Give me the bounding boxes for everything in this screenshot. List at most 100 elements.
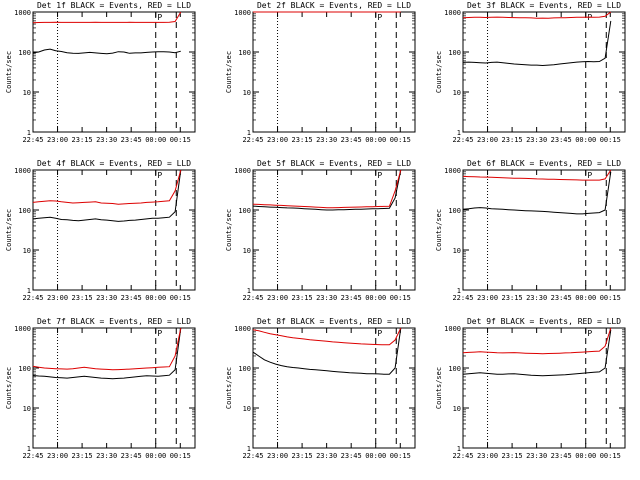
- y-tick-label: 1: [247, 445, 251, 453]
- y-axis-label: Counts/sec: [5, 367, 13, 409]
- x-tick-label: 00:15: [600, 452, 621, 460]
- x-tick-label: 23:30: [526, 294, 547, 302]
- x-tick-label: 23:00: [47, 452, 68, 460]
- events-series-line: [252, 169, 402, 211]
- events-series-line: [32, 327, 182, 380]
- x-tick-label: 23:45: [551, 452, 572, 460]
- y-tick-label: 10: [243, 247, 251, 255]
- y-tick-label: 100: [448, 49, 461, 57]
- x-tick-label: 23:30: [526, 136, 547, 144]
- x-tick-label: 23:30: [526, 452, 547, 460]
- y-tick-label: 100: [448, 365, 461, 373]
- panel-1: Det 1f BLACK = Events, RED = LLD Counts/s…: [5, 1, 196, 144]
- x-tick-label: 23:15: [72, 452, 93, 460]
- x-tick-label: 22:45: [242, 136, 263, 144]
- x-tick-label: 00:00: [365, 452, 386, 460]
- x-tick-label: 00:15: [390, 294, 411, 302]
- events-series-line: [32, 169, 182, 222]
- x-tick-label: 23:15: [502, 452, 523, 460]
- lld-series-line: [252, 169, 402, 209]
- x-tick-label: 23:45: [341, 136, 362, 144]
- y-tick-label: 100: [238, 365, 251, 373]
- y-tick-label: 10: [243, 405, 251, 413]
- y-axis-label: Counts/sec: [225, 51, 233, 93]
- x-tick-label: 00:00: [575, 452, 596, 460]
- y-tick-label: 100: [448, 207, 461, 215]
- y-tick-label: 1000: [234, 9, 251, 17]
- marker-p-label: P: [377, 13, 382, 22]
- y-tick-label: 1000: [444, 325, 461, 333]
- y-tick-label: 1: [27, 287, 31, 295]
- x-tick-label: 23:15: [292, 136, 313, 144]
- x-tick-label: 00:15: [170, 294, 191, 302]
- y-tick-label: 10: [453, 405, 461, 413]
- y-tick-label: 100: [18, 365, 31, 373]
- x-tick-label: 23:45: [121, 452, 142, 460]
- lld-series-line: [462, 11, 612, 19]
- x-tick-label: 00:00: [145, 452, 166, 460]
- x-tick-label: 00:15: [390, 136, 411, 144]
- plot-frame: [462, 327, 626, 449]
- x-tick-label: 00:15: [170, 452, 191, 460]
- x-tick-label: 23:15: [502, 294, 523, 302]
- panel-7: Det 7f BLACK = Events, RED = LLD Counts/s…: [5, 317, 196, 460]
- panel-4: Det 4f BLACK = Events, RED = LLD Counts/s…: [5, 159, 196, 302]
- x-tick-label: 22:45: [22, 136, 43, 144]
- y-axis-label: Counts/sec: [435, 51, 443, 93]
- y-tick-label: 100: [18, 207, 31, 215]
- events-series-line: [32, 48, 181, 55]
- x-tick-label: 23:30: [96, 294, 117, 302]
- y-tick-label: 10: [453, 89, 461, 97]
- events-series-line: [462, 20, 612, 67]
- y-tick-label: 1000: [444, 9, 461, 17]
- y-tick-label: 10: [23, 405, 31, 413]
- panel-title: Det 9f BLACK = Events, RED = LLD: [467, 317, 621, 326]
- x-tick-label: 00:00: [145, 136, 166, 144]
- y-tick-label: 10: [23, 89, 31, 97]
- events-series-line: [462, 329, 612, 377]
- x-tick-label: 23:45: [551, 136, 572, 144]
- panel-title: Det 5f BLACK = Events, RED = LLD: [257, 159, 411, 168]
- panel-title: Det 7f BLACK = Events, RED = LLD: [37, 317, 191, 326]
- plot-frame: [462, 169, 626, 291]
- x-tick-label: 23:30: [316, 452, 337, 460]
- x-tick-label: 23:45: [341, 452, 362, 460]
- x-tick-label: 23:30: [316, 294, 337, 302]
- y-tick-label: 1000: [444, 167, 461, 175]
- plot-frame: [252, 169, 416, 291]
- x-tick-label: 00:15: [600, 136, 621, 144]
- y-axis-label: Counts/sec: [435, 209, 443, 251]
- x-tick-label: 23:00: [47, 294, 68, 302]
- plot-frame: [462, 11, 626, 133]
- marker-p-label: P: [587, 171, 592, 180]
- panel-2: Det 2f BLACK = Events, RED = LLD Counts/s…: [225, 1, 416, 144]
- y-axis-label: Counts/sec: [435, 367, 443, 409]
- x-tick-label: 23:00: [47, 136, 68, 144]
- y-tick-label: 10: [243, 89, 251, 97]
- x-tick-label: 23:45: [341, 294, 362, 302]
- x-tick-label: 23:45: [121, 294, 142, 302]
- plot-frame: [252, 327, 416, 449]
- y-tick-label: 1: [247, 129, 251, 137]
- x-tick-label: 00:00: [365, 294, 386, 302]
- x-tick-label: 23:00: [267, 452, 288, 460]
- y-axis-label: Counts/sec: [225, 367, 233, 409]
- x-tick-label: 00:00: [145, 294, 166, 302]
- y-tick-label: 1: [27, 129, 31, 137]
- x-tick-label: 22:45: [22, 452, 43, 460]
- panel-9: Det 9f BLACK = Events, RED = LLD Counts/s…: [435, 317, 626, 460]
- lld-series-line: [252, 327, 402, 346]
- y-tick-label: 100: [18, 49, 31, 57]
- y-tick-label: 1: [247, 287, 251, 295]
- y-axis-label: Counts/sec: [225, 209, 233, 251]
- x-tick-label: 23:00: [477, 294, 498, 302]
- marker-p-label: P: [377, 171, 382, 180]
- y-axis-label: Counts/sec: [5, 209, 13, 251]
- x-tick-label: 23:15: [72, 136, 93, 144]
- plot-frame: [32, 169, 196, 291]
- x-tick-label: 23:15: [502, 136, 523, 144]
- events-series-line: [252, 327, 402, 375]
- lld-series-line: [462, 169, 612, 181]
- panel-5: Det 5f BLACK = Events, RED = LLD Counts/s…: [225, 159, 416, 302]
